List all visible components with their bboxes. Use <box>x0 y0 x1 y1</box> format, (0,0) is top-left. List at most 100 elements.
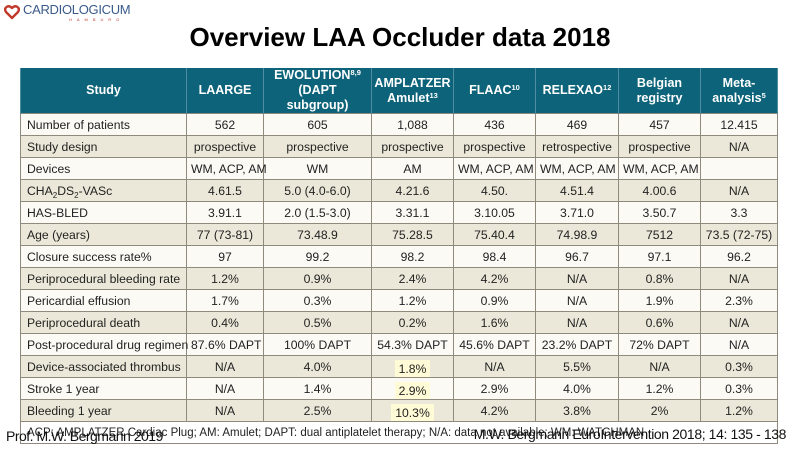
reference-superscript: 13 <box>429 90 438 100</box>
table-cell: 4.0% <box>263 355 372 378</box>
table-cell: 12.415 <box>700 113 778 136</box>
row-label: Stroke 1 year <box>20 377 187 400</box>
row-label: Devices <box>20 157 187 180</box>
table-row: Periprocedural bleeding rate 1.2% 0.9% 2.4%… <box>20 267 778 290</box>
table-row: Number of patients 562 605 1,088 436 469 457 12… <box>20 113 778 136</box>
reference-superscript: 5 <box>761 90 766 100</box>
table-cell: 3.10.05 <box>453 201 536 224</box>
table-cell: 97.1 <box>618 245 701 268</box>
table-cell: 97 <box>186 245 264 268</box>
table-row: Study design prospective prospective prospe… <box>20 135 778 158</box>
label-part: DS <box>57 183 75 198</box>
reference-superscript: 8,9 <box>350 68 361 77</box>
table-cell: 73.48.9 <box>263 223 372 246</box>
table-cell: 1.2% <box>700 399 778 422</box>
table-cell: 77 (73-81) <box>186 223 264 246</box>
highlighted-value: 10.3% <box>391 403 434 421</box>
table-cell: 0.4% <box>186 311 264 334</box>
heart-logo-icon <box>4 5 20 20</box>
table-cell: 457 <box>618 113 701 136</box>
table-cell <box>700 157 778 180</box>
table-cell: N/A <box>186 355 264 378</box>
table-cell: 3.91.1 <box>186 201 264 224</box>
label-subscript: 2 <box>74 190 79 200</box>
reference-superscript: 12 <box>603 83 612 92</box>
row-label: Bleeding 1 year <box>20 399 187 422</box>
table-cell: 75.40.4 <box>453 223 536 246</box>
table-cell: 4.21.6 <box>371 179 454 202</box>
table-cell: 3.71.0 <box>535 201 619 224</box>
table-cell: 0.3% <box>700 355 778 378</box>
table-cell: 54.3% DAPT <box>371 333 454 356</box>
table-cell: 4.2% <box>453 267 536 290</box>
column-header: Belgian registry <box>618 68 701 114</box>
table-cell: prospective <box>371 135 454 158</box>
table-cell: 0.3% <box>263 289 372 312</box>
row-label: Pericardial effusion <box>20 289 187 312</box>
table-cell: 73.5 (72-75) <box>700 223 778 246</box>
table-cell: 96.7 <box>535 245 619 268</box>
column-header-main: Meta- <box>722 75 756 90</box>
column-header-main: EWOLUTION <box>274 68 351 82</box>
column-header-line2: registry <box>636 90 683 105</box>
table-row: Periprocedural death 0.4% 0.5% 0.2% 1.6% N/A 0… <box>20 311 778 334</box>
table-cell: N/A <box>700 179 778 202</box>
row-label: Periprocedural death <box>20 311 187 334</box>
highlighted-value: 1.8% <box>394 359 431 377</box>
table-row: CHA2DS2-VASc 4.61.5 5.0 (4.0-6.0) 4.21.6 4.5… <box>20 179 778 202</box>
table-row: Device-associated thrombus N/A 4.0% 1.8% N/A… <box>20 355 778 378</box>
table-row: Age (years) 77 (73-81) 73.48.9 75.28.5 75.40… <box>20 223 778 246</box>
table-row: Post-procedural drug regimen 87.6% DAPT 10… <box>20 333 778 356</box>
column-header-main: Belgian <box>636 75 683 90</box>
table-cell: N/A <box>535 267 619 290</box>
table-row: Stroke 1 year N/A 1.4% 2.9% 2.9% 4.0% 1.2% 0.3% <box>20 377 778 400</box>
table-cell: 5.0 (4.0-6.0) <box>263 179 372 202</box>
table-cell: 4.00.6 <box>618 179 701 202</box>
column-header-main: FLAAC <box>469 83 512 97</box>
table-cell: 3.3 <box>700 201 778 224</box>
table-cell: N/A <box>700 311 778 334</box>
table-cell: 98.4 <box>453 245 536 268</box>
table-cell: N/A <box>700 267 778 290</box>
table-cell: 562 <box>186 113 264 136</box>
table-cell: 4.0% <box>535 377 619 400</box>
table-cell: 4.50. <box>453 179 536 202</box>
table-cell: 4.2% <box>453 399 536 422</box>
table-cell: 3.50.7 <box>618 201 701 224</box>
row-label: Study design <box>20 135 187 158</box>
table-cell: 436 <box>453 113 536 136</box>
table-row: HAS-BLED 3.91.1 2.0 (1.5-3.0) 3.31.1 3.10.05… <box>20 201 778 224</box>
table-cell: N/A <box>186 399 264 422</box>
table-cell: 1,088 <box>371 113 454 136</box>
cardiologicum-logo: CARDIOLOGICUM HAMBURG <box>4 2 131 22</box>
citation: M.W. Bergmann EuroIntervention 2018; 14:… <box>473 426 787 442</box>
logo-subtitle: HAMBURG <box>68 17 125 22</box>
table-cell: 2.3% <box>700 289 778 312</box>
table-cell: prospective <box>263 135 372 158</box>
table-header-row: Study LAARGE EWOLUTION8,9 (DAPT subgroup) AM… <box>20 68 778 114</box>
table-cell: 72% DAPT <box>618 333 701 356</box>
table-cell: 0.3% <box>700 377 778 400</box>
table-cell: 1.6% <box>453 311 536 334</box>
column-header-line2: (DAPT subgroup) <box>286 83 349 112</box>
logo-name: CARDIOLOGICUM <box>23 2 131 17</box>
row-label: Periprocedural bleeding rate <box>20 267 187 290</box>
table-row: Bleeding 1 year N/A 2.5% 10.3% 4.2% 3.8% 2% 1.2… <box>20 399 778 422</box>
column-header-line2: Amulet <box>387 90 430 105</box>
table-cell: 1.2% <box>371 289 454 312</box>
label-part: CHA <box>27 183 53 198</box>
table-cell: 10.3% <box>371 399 454 422</box>
table-cell: 2% <box>618 399 701 422</box>
table-cell: 100% DAPT <box>263 333 372 356</box>
table-cell: prospective <box>618 135 701 158</box>
table-cell: 4.61.5 <box>186 179 264 202</box>
table-cell: N/A <box>700 135 778 158</box>
table-cell: N/A <box>535 289 619 312</box>
table-cell: 96.2 <box>700 245 778 268</box>
slide-title: Overview LAA Occluder data 2018 <box>189 22 611 52</box>
table-cell: prospective <box>453 135 536 158</box>
table-cell: 5.5% <box>535 355 619 378</box>
table-cell: 1.4% <box>263 377 372 400</box>
highlighted-value: 2.9% <box>394 381 431 399</box>
table-cell: N/A <box>618 355 701 378</box>
